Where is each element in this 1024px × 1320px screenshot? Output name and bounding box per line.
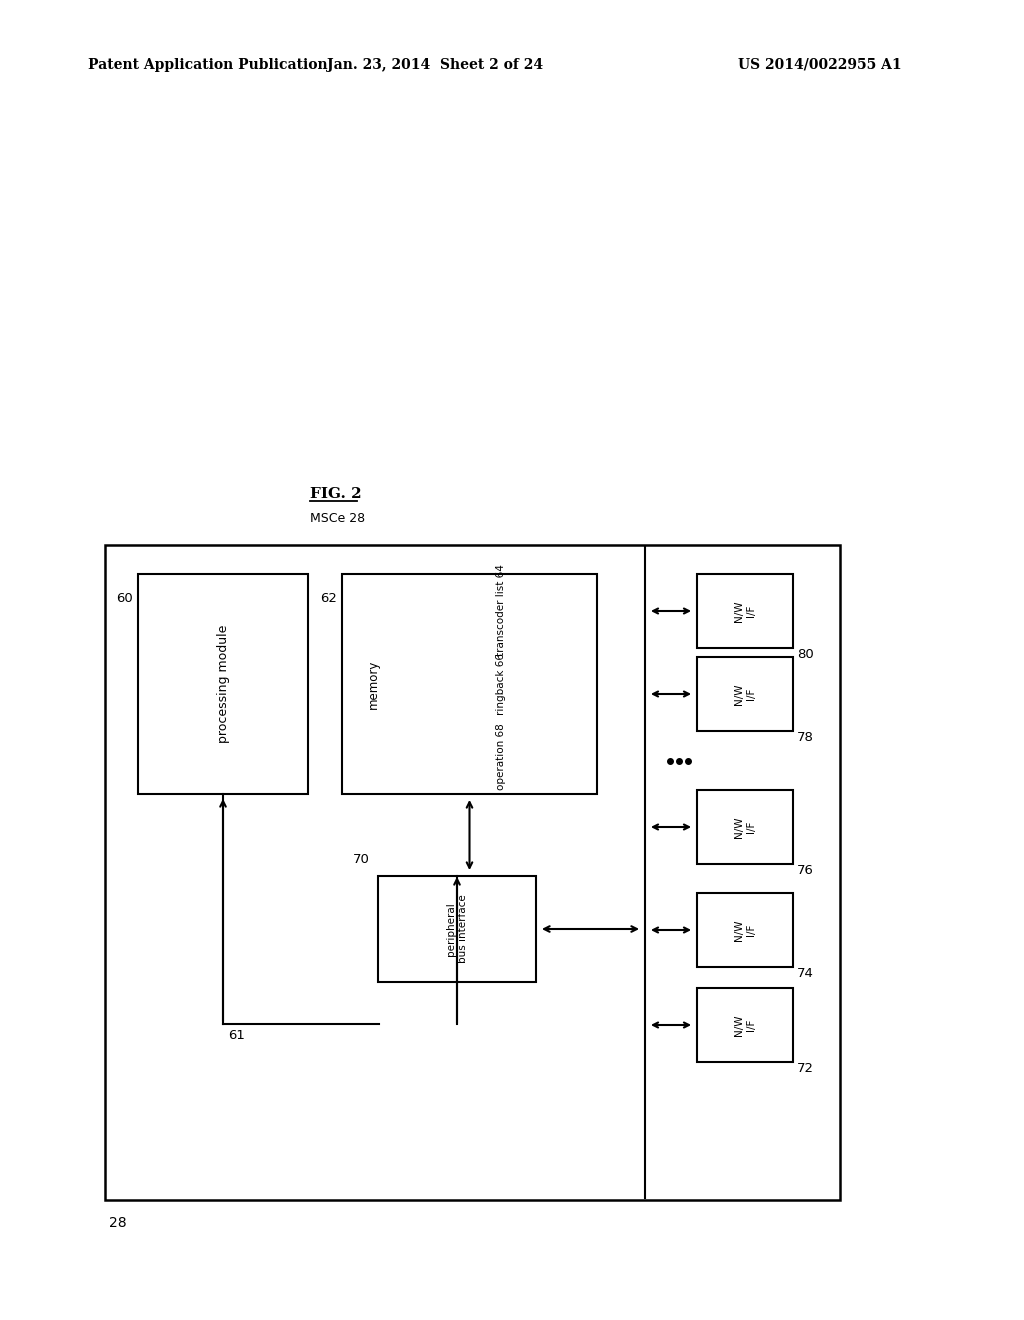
Text: 28: 28 [109, 1216, 127, 1230]
Text: 72: 72 [797, 1063, 814, 1074]
Text: Jan. 23, 2014  Sheet 2 of 24: Jan. 23, 2014 Sheet 2 of 24 [327, 58, 543, 73]
Text: N/W
I/F: N/W I/F [734, 684, 756, 705]
Text: N/W
I/F: N/W I/F [734, 601, 756, 622]
Text: ringback 66: ringback 66 [496, 652, 506, 714]
Text: N/W
I/F: N/W I/F [734, 919, 756, 941]
Bar [697, 987, 793, 1063]
Bar [697, 574, 793, 648]
Text: 74: 74 [797, 968, 814, 979]
Text: operation 68: operation 68 [496, 723, 506, 791]
Text: 70: 70 [353, 853, 370, 866]
Bar [378, 876, 536, 982]
Bar [138, 574, 308, 795]
Text: MSCe 28: MSCe 28 [310, 512, 366, 525]
Text: transcoder list 64: transcoder list 64 [496, 565, 506, 656]
Text: 80: 80 [797, 648, 814, 661]
Text: memory: memory [367, 659, 380, 709]
Text: 62: 62 [321, 591, 337, 605]
Text: US 2014/0022955 A1: US 2014/0022955 A1 [738, 58, 901, 73]
Bar [105, 545, 840, 1200]
Text: 76: 76 [797, 865, 814, 876]
Text: N/W
I/F: N/W I/F [734, 816, 756, 838]
Text: N/W
I/F: N/W I/F [734, 1014, 756, 1036]
Text: 60: 60 [117, 591, 133, 605]
Text: Patent Application Publication: Patent Application Publication [88, 58, 328, 73]
Text: 61: 61 [228, 1030, 245, 1041]
Text: processing module: processing module [216, 624, 229, 743]
Bar [697, 657, 793, 731]
Text: FIG. 2: FIG. 2 [310, 487, 361, 502]
Bar [697, 789, 793, 865]
Bar [342, 574, 597, 795]
Text: 78: 78 [797, 731, 814, 744]
Bar [697, 894, 793, 968]
Text: peripheral
bus interface: peripheral bus interface [446, 895, 468, 964]
